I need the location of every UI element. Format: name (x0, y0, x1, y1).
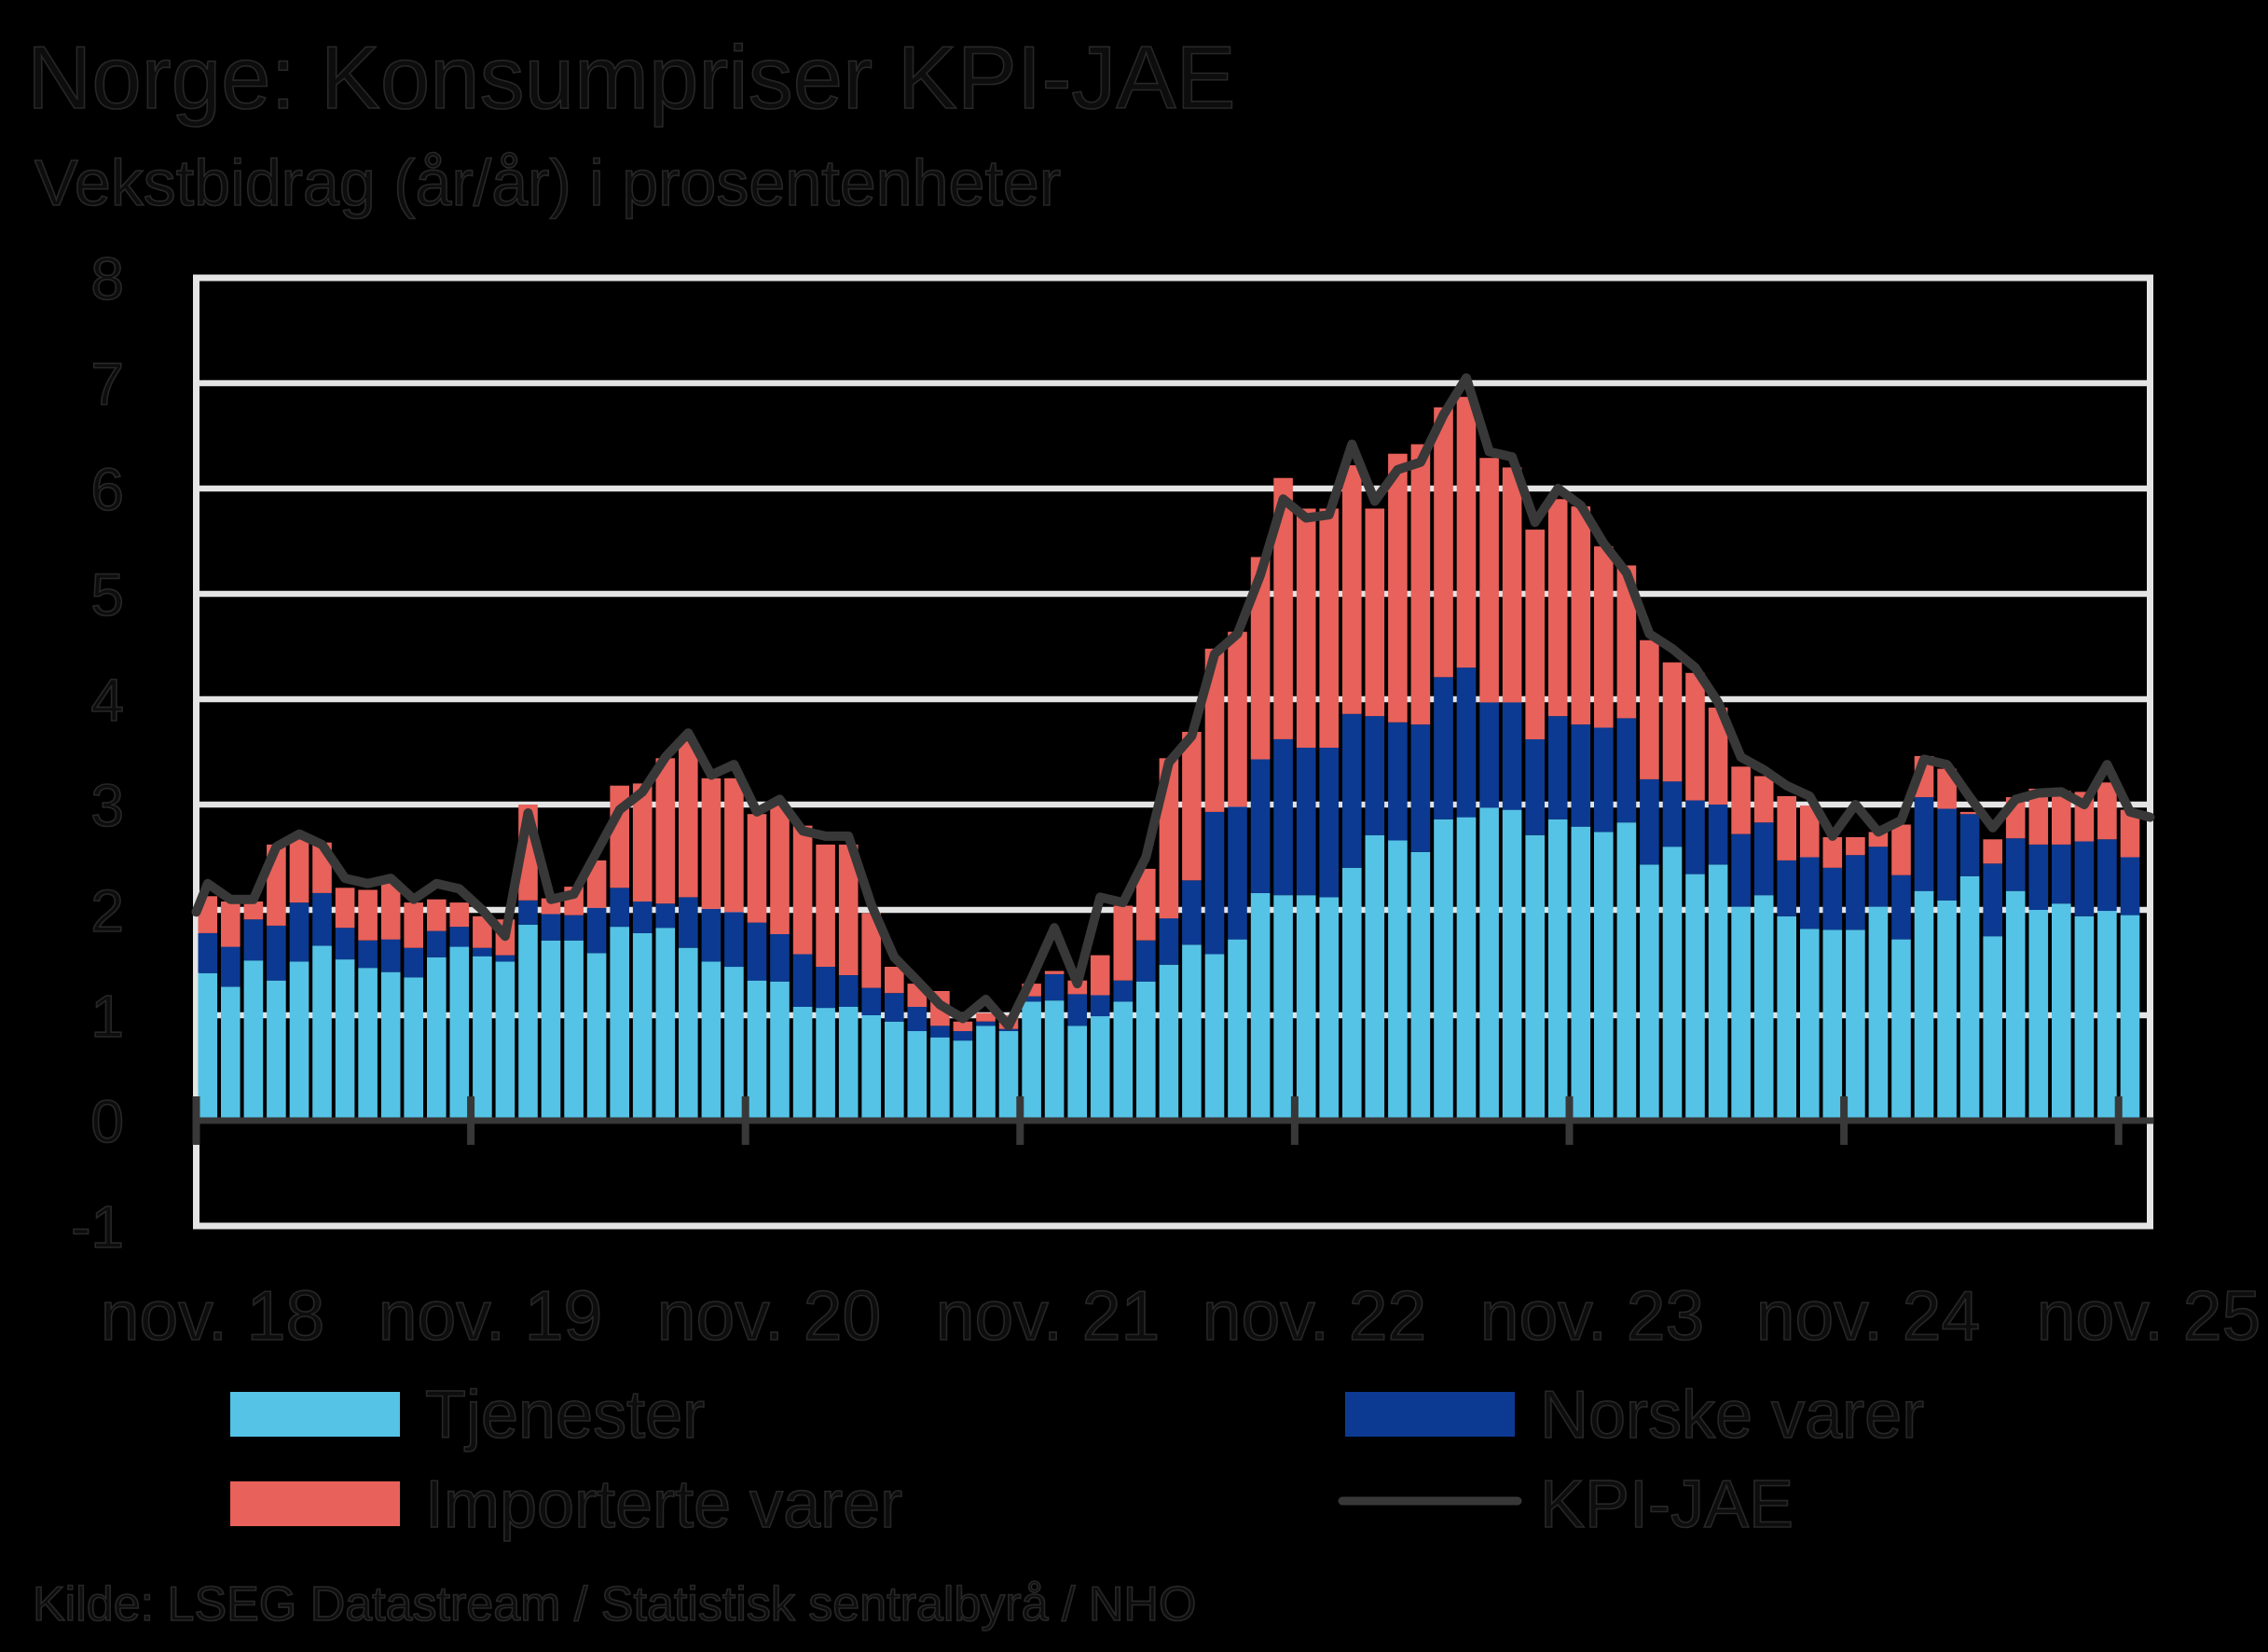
svg-text:Kilde: LSEG Datastream / Stati: Kilde: LSEG Datastream / Statistisk sent… (33, 1577, 1196, 1631)
svg-text:0: 0 (90, 1088, 124, 1155)
svg-text:-1: -1 (71, 1193, 124, 1260)
svg-text:Tjenester: Tjenester (425, 1378, 705, 1452)
svg-text:3: 3 (90, 772, 124, 839)
svg-text:nov. 19: nov. 19 (378, 1276, 602, 1355)
svg-text:nov. 25: nov. 25 (2037, 1276, 2261, 1355)
svg-text:7: 7 (90, 351, 124, 418)
svg-text:Norske varer: Norske varer (1540, 1378, 1924, 1452)
svg-text:1: 1 (90, 983, 124, 1050)
svg-text:6: 6 (90, 456, 124, 523)
svg-text:Importerte varer: Importerte varer (425, 1467, 902, 1542)
svg-text:8: 8 (90, 245, 124, 312)
svg-text:Vekstbidrag (år/år) i prosente: Vekstbidrag (år/år) i prosentenheter (34, 146, 1061, 219)
svg-text:nov. 21: nov. 21 (936, 1276, 1160, 1355)
svg-text:nov. 18: nov. 18 (101, 1276, 324, 1355)
svg-text:nov. 22: nov. 22 (1203, 1276, 1426, 1355)
svg-text:4: 4 (90, 667, 124, 734)
svg-text:nov. 20: nov. 20 (657, 1276, 881, 1355)
svg-text:2: 2 (90, 877, 124, 944)
svg-text:nov. 23: nov. 23 (1480, 1276, 1704, 1355)
svg-text:KPI-JAE: KPI-JAE (1540, 1467, 1794, 1542)
svg-text:Norge: Konsumpriser KPI-JAE: Norge: Konsumpriser KPI-JAE (27, 28, 1235, 128)
svg-text:5: 5 (90, 561, 124, 628)
svg-text:nov. 24: nov. 24 (1756, 1276, 1980, 1355)
